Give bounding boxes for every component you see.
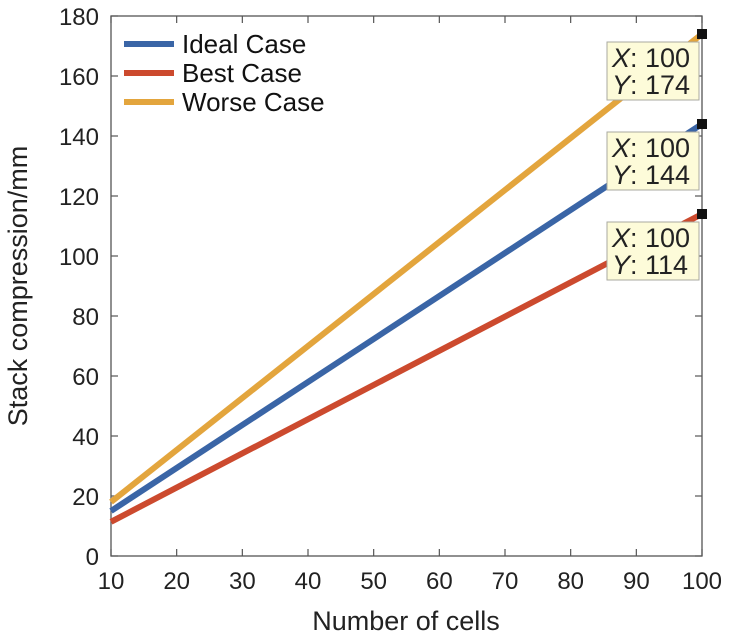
y-tick-label-120: 120: [59, 184, 99, 211]
x-tick-label-60: 60: [426, 568, 453, 595]
x-tick-label-100: 100: [682, 568, 722, 595]
y-tick-label-20: 20: [72, 484, 99, 511]
datatip-x-readout: X: 100: [611, 133, 690, 163]
x-tick-label-90: 90: [623, 568, 650, 595]
plot-frame: [110, 15, 703, 557]
x-tick-label-20: 20: [163, 568, 190, 595]
y-axis: 0 20 40 60 80 100 120 140 160 180: [59, 4, 702, 571]
datatip-x-readout: X: 100: [611, 43, 690, 73]
legend-label-best-case: Best Case: [182, 58, 302, 88]
x-axis-title: Number of cells: [312, 606, 500, 636]
x-tick-label-10: 10: [98, 568, 125, 595]
legend-label-ideal-case: Ideal Case: [182, 29, 306, 59]
y-tick-label-0: 0: [86, 544, 99, 571]
datatip-y-readout: Y: 114: [612, 250, 688, 280]
legend-label-worse-case: Worse Case: [182, 87, 325, 117]
datatip-box: [606, 41, 700, 101]
y-tick-label-100: 100: [59, 244, 99, 271]
x-tick-label-30: 30: [229, 568, 256, 595]
y-tick-label-140: 140: [59, 124, 99, 151]
y-tick-label-60: 60: [72, 364, 99, 391]
series-line-worse-case: [109, 31, 704, 505]
datatip-x-readout: X: 100: [611, 223, 690, 253]
datatip-y-readout: Y: 174: [612, 70, 690, 100]
datatip-marker: [697, 119, 707, 129]
series-layer: [109, 31, 704, 525]
datatip-marker: [697, 29, 707, 39]
y-tick-label-40: 40: [72, 424, 99, 451]
datatip-marker: [697, 209, 707, 219]
series-line-best-case: [109, 211, 704, 525]
x-tick-label-80: 80: [557, 568, 584, 595]
y-tick-label-160: 160: [59, 64, 99, 91]
datatip-box: [606, 221, 700, 281]
y-tick-label-180: 180: [59, 4, 99, 31]
x-tick-label-40: 40: [295, 568, 322, 595]
x-axis: 10 20 30 40 50 60 70 80 90 100: [98, 16, 722, 595]
datatip-y-readout: Y: 144: [612, 160, 690, 190]
x-tick-label-50: 50: [360, 568, 387, 595]
series-line-ideal-case: [109, 121, 704, 514]
y-tick-label-80: 80: [72, 304, 99, 331]
y-axis-title: Stack compression/mm: [3, 146, 33, 427]
x-tick-label-70: 70: [492, 568, 519, 595]
datatip-box: [606, 131, 700, 191]
